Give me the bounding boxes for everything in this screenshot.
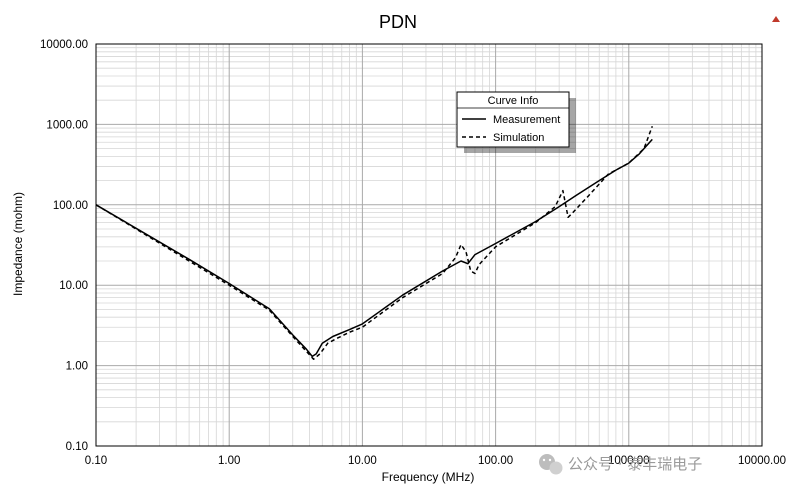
y-axis-label: Impedance (mohm)	[11, 192, 25, 296]
x-tick-label: 10.00	[348, 455, 377, 467]
x-axis-label: Frequency (MHz)	[382, 470, 475, 484]
x-tick-label: 10000.00	[738, 455, 786, 467]
y-tick-label: 100.00	[53, 200, 88, 212]
plot-frame	[95, 43, 763, 447]
y-tick-label: 10000.00	[40, 39, 88, 51]
y-tick-label: 1000.00	[46, 119, 88, 131]
legend-entry-measurement: Measurement	[493, 114, 560, 126]
y-tick-label: 1.00	[66, 361, 88, 373]
series-layer	[95, 125, 654, 360]
chart-title: PDN	[379, 12, 417, 32]
series-line-measurement	[95, 138, 653, 358]
wechat-logo-icon	[539, 454, 563, 475]
minor-gridlines	[96, 44, 762, 446]
legend-curve-info: Curve Info Measurement Simulation	[456, 91, 576, 153]
series-line-simulation	[95, 125, 654, 360]
y-tick-labels: 0.10 1.00 10.00 100.00 1000.00 10000.00	[40, 39, 88, 453]
x-tick-label: 1000.00	[608, 455, 650, 467]
x-tick-label: 1.00	[218, 455, 240, 467]
y-tick-label: 10.00	[59, 280, 88, 292]
x-tick-label: 100.00	[478, 455, 513, 467]
x-tick-labels: 0.10 1.00 10.00 100.00 1000.00 10000.00	[85, 455, 786, 467]
x-tick-label: 0.10	[85, 455, 107, 467]
watermark: 公众号 · 泰丰瑞电子	[539, 454, 702, 475]
plot-background	[96, 44, 762, 446]
y-tick-label: 0.10	[66, 441, 88, 453]
warning-triangle-icon	[772, 16, 780, 22]
legend-entry-simulation: Simulation	[493, 132, 544, 144]
watermark-text: 公众号 · 泰丰瑞电子	[568, 455, 702, 473]
plot-area	[96, 44, 762, 446]
legend-title: Curve Info	[488, 95, 539, 107]
